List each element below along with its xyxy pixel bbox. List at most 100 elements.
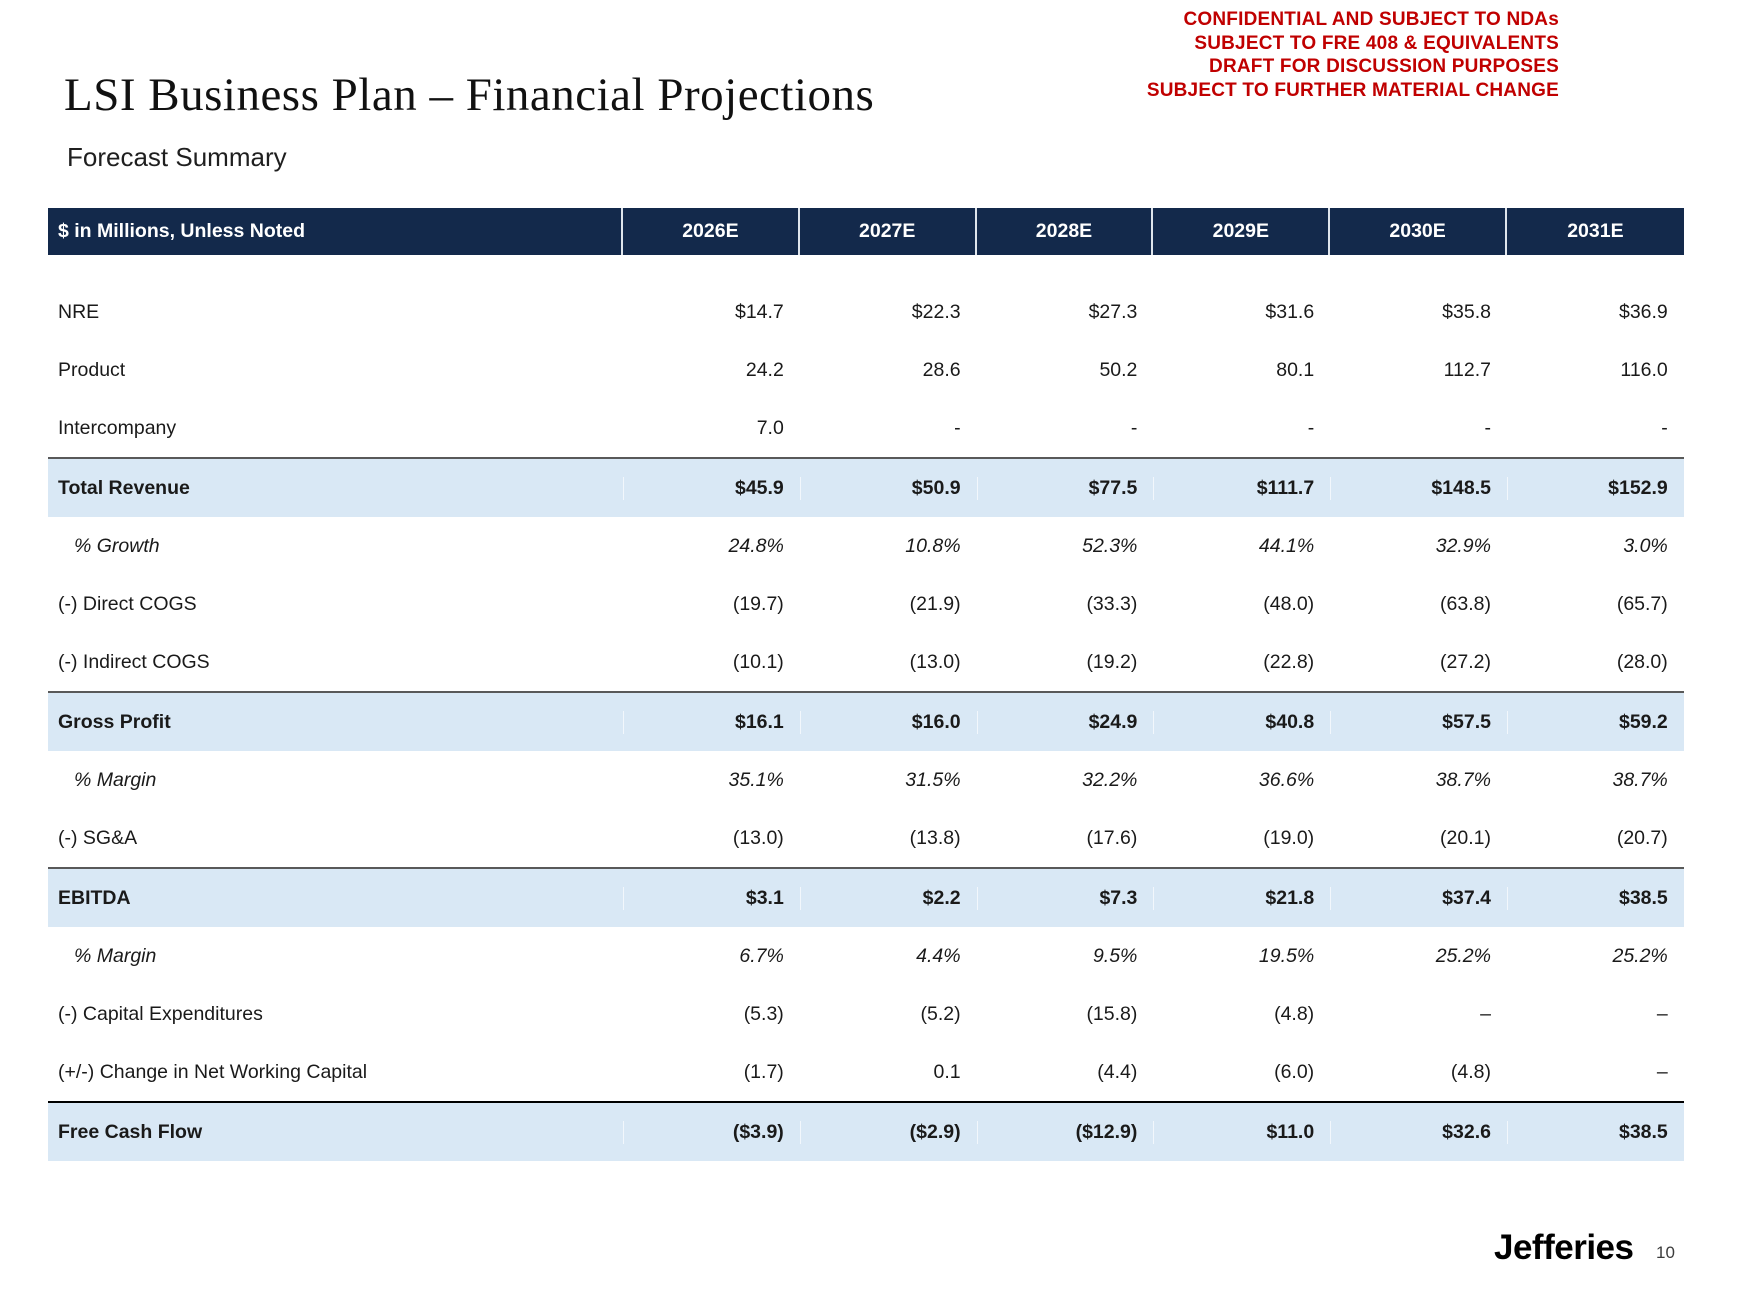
disclaimer-line: CONFIDENTIAL AND SUBJECT TO NDAs [1183,9,1559,30]
table-header-units-label: $ in Millions, Unless Noted [48,208,623,255]
cell-value: 35.1% [728,768,784,791]
cell-value: $50.9 [799,476,977,500]
cell-value: – [1656,1060,1668,1083]
table-header-year-2029E: 2029E [1153,208,1331,255]
table-header-year-2027E: 2027E [800,208,977,255]
cell-value: 10.8% [905,534,961,557]
row-label: (-) SG&A [58,826,138,849]
page-number: 10 [1656,1243,1675,1262]
table-row: Free Cash Flow ($3.9) ($2.9) ($12.9) $11.0 $3… [48,1101,1684,1161]
cell-value: 32.9% [1435,534,1491,557]
row-label: % Margin [74,768,157,791]
cell-value: 4.4% [916,944,961,967]
cell-value: (20.7) [1616,826,1668,849]
cell-value: (65.7) [1616,592,1668,615]
table-row: Gross Profit $16.1 $16.0 $24.9 $40.8 $57.5 $59… [48,691,1684,751]
table-row: Intercompany 7.0 - - - - - [48,399,1684,457]
cell-value: – [1480,1002,1491,1025]
cell-value: $77.5 [976,476,1154,500]
table-header-year-2031E: 2031E [1567,220,1624,242]
confidentiality-disclaimer: CONFIDENTIAL AND SUBJECT TO NDAs SUBJECT … [1147,8,1559,102]
cell-value: 25.2% [1435,944,1491,967]
cell-value: - [1130,416,1138,439]
cell-value: $24.9 [976,710,1154,734]
cell-value: 50.2 [1099,358,1138,381]
row-label: Free Cash Flow [58,1120,203,1143]
cell-value: 31.5% [905,768,961,791]
cell-value: (19.2) [1086,650,1138,673]
cell-value: (5.3) [743,1002,784,1025]
cell-value: (21.9) [909,592,961,615]
cell-value: 116.0 [1620,358,1668,381]
table-row: Total Revenue $45.9 $50.9 $77.5 $111.7 $148.5… [48,457,1684,517]
cell-value: (20.1) [1440,826,1491,849]
row-label: (+/-) Change in Net Working Capital [58,1060,368,1083]
cell-value: 44.1% [1258,534,1315,557]
cell-value: 80.1 [1276,358,1315,381]
cell-value: (27.2) [1440,650,1491,673]
cell-value: - [1484,416,1491,439]
cell-value: $148.5 [1330,476,1507,500]
cell-value: 7.0 [756,416,784,439]
cell-value: $35.8 [1442,300,1491,323]
table-body: NRE $14.7 $22.3 $27.3 $31.6 $35.8 $36.9 Product… [48,283,1684,1161]
jefferies-logo: Jefferies [1494,1228,1634,1267]
cell-value: (13.0) [732,826,784,849]
cell-value: (19.0) [1263,826,1315,849]
disclaimer-line: SUBJECT TO FRE 408 & EQUIVALENTS [1194,32,1559,54]
cell-value: (15.8) [1086,1002,1138,1025]
cell-value: 19.5% [1258,944,1315,967]
cell-value: $37.4 [1330,886,1507,910]
cell-value: $11.0 [1153,1120,1330,1144]
row-label: Intercompany [58,416,177,439]
cell-value: 9.5% [1092,944,1138,967]
cell-value: - [1661,416,1668,439]
cell-value: $2.2 [799,886,977,910]
disclaimer-line: DRAFT FOR DISCUSSION PURPOSES [1209,56,1559,77]
table-row: (+/-) Change in Net Working Capital (1.7)… [48,1043,1684,1101]
cell-value: (1.7) [743,1060,784,1083]
cell-value: 3.0% [1623,534,1668,557]
cell-value: (28.0) [1616,650,1668,673]
cell-value: (4.8) [1450,1060,1491,1083]
cell-value: - [954,416,961,439]
row-label: (-) Direct COGS [58,592,197,615]
cell-value: $3.1 [623,886,800,910]
cell-value: $111.7 [1153,476,1330,500]
cell-value: (6.0) [1274,1060,1315,1083]
cell-value: $45.9 [623,476,800,500]
cell-value: (33.3) [1086,592,1138,615]
row-label: Gross Profit [58,710,171,733]
cell-value: 52.3% [1082,534,1138,557]
cell-value: 24.8% [728,534,784,557]
cell-value: 6.7% [739,944,784,967]
table-row: % Margin 6.7% 4.4% 9.5% 19.5% 25.2% 25.2% [48,927,1684,985]
cell-value: (22.8) [1263,650,1315,673]
cell-value: $32.6 [1330,1120,1507,1144]
cell-value: $152.9 [1506,476,1684,500]
cell-value: (13.0) [909,650,961,673]
cell-value: $14.7 [734,300,784,323]
cell-value: 38.7% [1435,768,1491,791]
row-label: % Growth [74,534,160,557]
cell-value: (17.6) [1086,826,1138,849]
cell-value: - [1307,416,1315,439]
cell-value: (10.1) [732,650,784,673]
row-label: NRE [58,300,100,323]
cell-value: $38.5 [1506,886,1684,910]
row-label: Product [58,358,126,381]
cell-value: $16.0 [799,710,977,734]
page-title: LSI Business Plan – Financial Projection… [64,69,875,121]
cell-value: 25.2% [1612,944,1668,967]
cell-value: $59.2 [1506,710,1684,734]
cell-value: (4.8) [1274,1002,1315,1025]
cell-value: 36.6% [1258,768,1315,791]
row-label: (-) Capital Expenditures [58,1002,263,1025]
cell-value: – [1656,1002,1668,1025]
cell-value: ($3.9) [623,1120,800,1144]
cell-value: (48.0) [1263,592,1315,615]
cell-value: $27.3 [1088,300,1138,323]
cell-value: 0.1 [933,1060,961,1083]
table-row: (-) Direct COGS (19.7) (21.9) (33.3) (48.0) (… [48,575,1684,633]
cell-value: 32.2% [1082,768,1138,791]
